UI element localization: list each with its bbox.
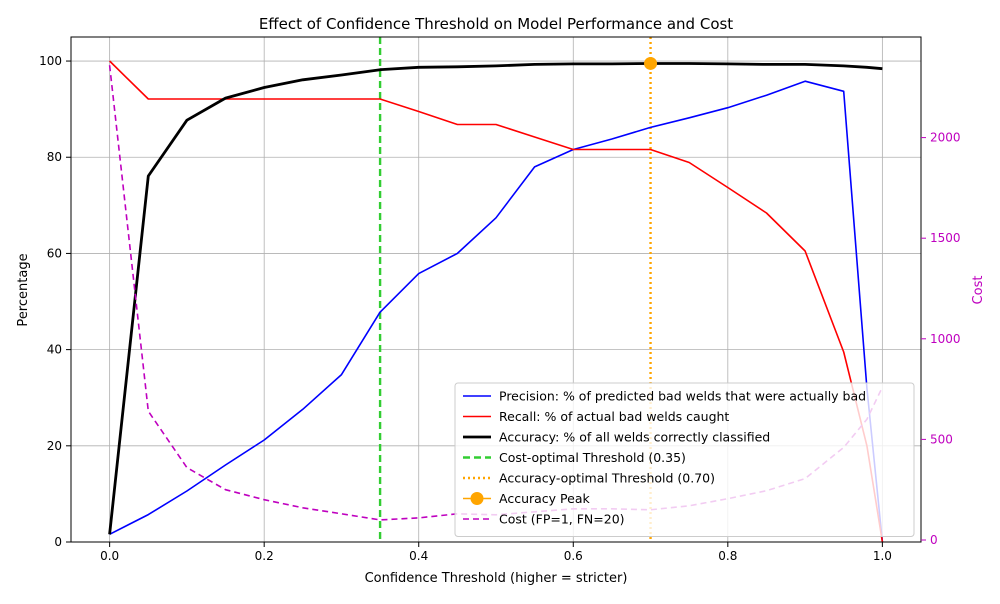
accuracy-peak-marker	[644, 56, 658, 70]
chart-title: Effect of Confidence Threshold on Model …	[259, 15, 733, 33]
y-tick-label: 0	[54, 535, 62, 549]
x-tick-label: 0.4	[409, 549, 428, 563]
y-tick-label: 20	[47, 439, 62, 453]
peak-marker-layer	[644, 56, 658, 70]
legend-label: Cost-optimal Threshold (0.35)	[499, 450, 686, 465]
legend-box	[454, 382, 915, 537]
legend-label: Recall: % of actual bad welds caught	[499, 409, 729, 424]
x-tick-label: 0.0	[100, 549, 119, 563]
y-axis-label: Percentage	[16, 253, 31, 326]
x-axis-label: Confidence Threshold (higher = stricter)	[365, 571, 628, 586]
legend-label: Precision: % of predicted bad welds that…	[499, 389, 866, 404]
y2-tick-label: 1500	[930, 231, 961, 245]
x-tick-label: 0.8	[718, 549, 737, 563]
series-line	[108, 62, 883, 535]
legend-label: Accuracy: % of all welds correctly class…	[499, 430, 770, 445]
y-tick-label: 40	[47, 343, 62, 357]
y-tick-label: 60	[47, 246, 62, 260]
y2-axis-label: Cost	[971, 276, 986, 305]
plot-frame	[70, 36, 922, 543]
y2-tick-label: 2000	[930, 131, 961, 145]
x-axis: 0.0 0.2 0.4 0.6 0.8 1.0	[100, 542, 892, 563]
legend-label: Accuracy-optimal Threshold (0.70)	[499, 471, 715, 486]
legend-swatch-marker	[470, 492, 484, 505]
series-line	[109, 60, 884, 543]
y-axis-left: 0 20 40 60 80 100	[39, 54, 71, 549]
y2-tick-label: 1000	[930, 332, 961, 346]
y-axis-right: 0 500 1000 1500 2000	[921, 131, 961, 547]
legend-label: Accuracy Peak	[499, 491, 590, 506]
legend: Precision: % of predicted bad welds that…	[454, 382, 915, 537]
x-tick-label: 0.2	[255, 549, 274, 563]
y-tick-label: 80	[47, 150, 62, 164]
y2-tick-label: 0	[930, 533, 938, 547]
y2-tick-label: 500	[930, 432, 953, 446]
x-tick-label: 1.0	[873, 549, 892, 563]
y-tick-label: 100	[39, 54, 62, 68]
series-line	[109, 80, 884, 543]
legend-label: Cost (FP=1, FN=20)	[499, 512, 625, 527]
x-tick-label: 0.6	[564, 549, 583, 563]
